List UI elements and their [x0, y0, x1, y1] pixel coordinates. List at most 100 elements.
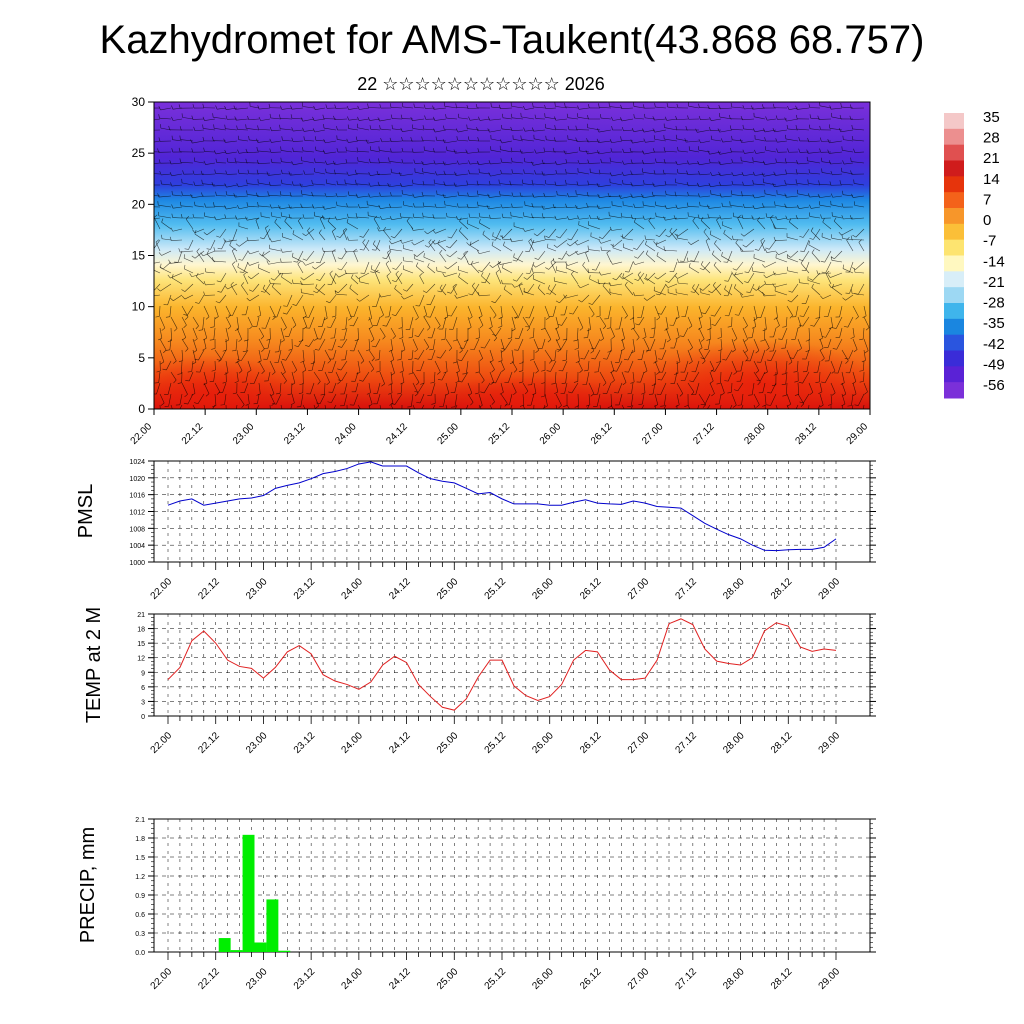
wind-barb [678, 150, 689, 153]
wind-barb-flag [261, 370, 265, 374]
wind-barb [238, 139, 249, 142]
wind-barb-flag [232, 248, 236, 252]
wind-barb [588, 338, 595, 351]
wind-barb-flag [851, 124, 853, 130]
wind-barb [516, 272, 524, 282]
wind-barb [645, 253, 656, 263]
wind-barb [623, 228, 634, 239]
wind-barb-flag [499, 139, 503, 144]
wind-barb-flag [310, 362, 315, 365]
wind-barb [394, 288, 403, 296]
wind-barb-flag [787, 254, 791, 258]
wind-barb [414, 195, 425, 198]
wind-barb-flag [365, 349, 370, 352]
wind-barb-flag [589, 214, 591, 219]
wind-barb-flag [410, 137, 413, 142]
wind-barb [727, 283, 733, 296]
x-tick-label: 27.00 [640, 421, 666, 447]
wind-barb-flag [845, 360, 849, 364]
wind-barb [390, 404, 394, 409]
wind-barb [305, 261, 315, 266]
wind-barb-flag [699, 267, 704, 271]
wind-barb [478, 349, 483, 359]
wind-barb-flag [655, 293, 660, 296]
wind-barb [523, 215, 535, 219]
wind-barb [390, 382, 393, 393]
wind-barb [220, 283, 227, 293]
wind-barb-flag [301, 102, 303, 107]
wind-barb [281, 161, 293, 164]
wind-barb [331, 393, 337, 403]
wind-barb-flag [663, 159, 666, 164]
wind-barb [699, 173, 711, 176]
heatmap-x-axis: 22.00 22.12 23.00 23.12 24.00 24.12 25.00 25.12… [129, 409, 871, 447]
wind-barb-flag [773, 236, 776, 241]
wind-barb-flag [719, 215, 722, 220]
wind-barb-flag [762, 404, 767, 407]
wind-barb-flag [800, 250, 805, 252]
wind-barb [395, 305, 403, 316]
wind-barb-flag [194, 402, 199, 405]
wind-barb-flag [509, 361, 514, 364]
wind-barb [269, 382, 275, 394]
wind-barb [730, 205, 744, 208]
wind-barb-flag [160, 180, 162, 185]
wind-barb-flag [224, 183, 227, 188]
wind-barb [431, 327, 436, 338]
wind-barb [621, 107, 634, 109]
wind-barb [436, 173, 447, 176]
wind-barb [719, 151, 733, 155]
wind-barb [310, 382, 315, 395]
wind-barb [269, 393, 275, 404]
wind-barb [500, 382, 504, 393]
wind-barb-flag [247, 369, 252, 373]
wind-barb [301, 160, 315, 164]
wind-barb [738, 305, 744, 316]
wind-barb [301, 206, 315, 208]
wind-barb-flag [641, 193, 644, 198]
wind-barb-flag [390, 235, 395, 239]
wind-barb-flag [217, 291, 222, 293]
wind-barb-flag [282, 371, 286, 375]
wind-barb-flag [432, 116, 435, 121]
wind-barb [203, 371, 208, 384]
wind-barb [528, 239, 535, 252]
wind-barb-flag [656, 371, 660, 375]
wind-barb-flag [245, 148, 248, 153]
wind-barb [192, 316, 199, 327]
wind-barb [359, 294, 370, 302]
y-tick-label: 0.6 [135, 912, 145, 919]
wind-barb-flag [827, 149, 830, 154]
wind-barb-flag [487, 128, 490, 133]
wind-barb-flag [382, 336, 386, 340]
wind-barb [242, 250, 249, 261]
wind-barb-flag [447, 291, 452, 294]
wind-barb [599, 371, 607, 384]
wind-barb [610, 327, 615, 337]
wind-barb [297, 250, 304, 263]
wind-barb [258, 182, 271, 186]
wind-barb [154, 217, 161, 230]
wind-barb-flag [839, 180, 841, 185]
wind-barb-flag [147, 160, 148, 164]
wind-barb [852, 338, 858, 350]
wind-barb [817, 404, 821, 409]
wind-barb-flag [454, 171, 457, 176]
wind-barb [219, 228, 227, 238]
wind-barb [742, 118, 755, 121]
wind-barb [154, 162, 161, 164]
wind-barb [643, 327, 647, 337]
wind-barb [449, 250, 458, 258]
wind-barb [852, 305, 859, 317]
wind-barb [830, 204, 843, 208]
wind-barb-flag [712, 250, 715, 255]
wind-barb-flag [432, 148, 435, 153]
wind-barb-flag [475, 371, 480, 374]
wind-barb [731, 382, 733, 393]
wind-barb [710, 184, 722, 188]
wind-barb [753, 160, 766, 164]
wind-barb [430, 305, 436, 318]
wind-barb-flag [757, 216, 760, 221]
wind-barb-flag [437, 290, 442, 293]
wind-barb [596, 393, 601, 407]
